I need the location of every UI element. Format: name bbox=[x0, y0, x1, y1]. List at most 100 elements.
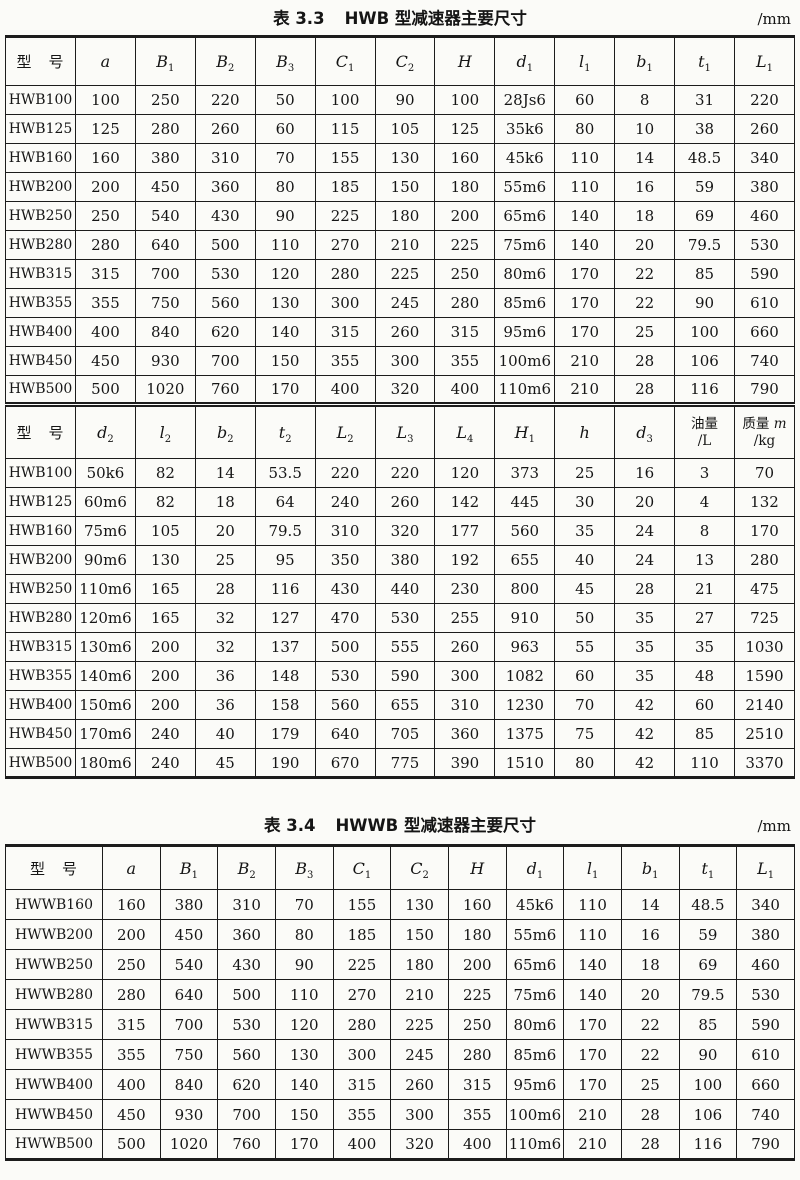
value-cell: 760 bbox=[217, 1129, 276, 1160]
value-cell: 45 bbox=[554, 574, 616, 604]
value-cell: 310 bbox=[314, 516, 376, 546]
value-cell: 20 bbox=[194, 516, 256, 546]
value-cell: 740 bbox=[733, 346, 796, 376]
model-cell: HWWB200 bbox=[5, 919, 103, 950]
value-cell: 90 bbox=[254, 201, 316, 231]
value-cell: 320 bbox=[374, 516, 436, 546]
table-row: HWB200 200 450 360 80 185 150 180 55m6 110 16 59 380 bbox=[5, 172, 796, 202]
value-cell: 1375 bbox=[494, 719, 556, 749]
value-cell: 225 bbox=[332, 949, 392, 980]
value-cell: 158 bbox=[254, 690, 316, 720]
value-cell: 13 bbox=[674, 545, 735, 575]
value-cell: 100 bbox=[314, 85, 376, 115]
value-cell: 130 bbox=[254, 288, 316, 318]
table-row: HWB280 280 640 500 110 270 210 225 75m6 140 20 79.5… bbox=[5, 230, 796, 260]
value-cell: 110 bbox=[563, 889, 622, 920]
column-header: H bbox=[447, 845, 507, 890]
model-cell: HWWB355 bbox=[5, 1039, 103, 1070]
value-cell: 179 bbox=[254, 719, 316, 749]
value-cell: 70 bbox=[733, 458, 796, 488]
value-cell: 200 bbox=[102, 919, 161, 950]
model-cell: HWB125 bbox=[5, 487, 76, 517]
table2-body: HWWB160 160 380 310 70 155 130 160 45k6 110 14 48.5… bbox=[5, 889, 795, 1160]
model-cell: HWB400 bbox=[5, 690, 76, 720]
value-cell: 460 bbox=[733, 201, 796, 231]
value-cell: 16 bbox=[614, 458, 676, 488]
value-cell: 210 bbox=[563, 1129, 622, 1160]
value-cell: 225 bbox=[434, 230, 496, 260]
value-cell: 80 bbox=[274, 919, 334, 950]
model-cell: HWB125 bbox=[5, 114, 76, 144]
value-cell: 18 bbox=[620, 949, 680, 980]
table1-caption-title: HWB 型减速器主要尺寸 bbox=[344, 9, 527, 28]
model-cell: HWB200 bbox=[5, 545, 76, 575]
value-cell: 530 bbox=[736, 979, 795, 1010]
value-cell: 100m6 bbox=[494, 346, 556, 376]
column-header: L4 bbox=[434, 402, 496, 459]
value-cell: 2140 bbox=[733, 690, 796, 720]
value-cell: 440 bbox=[374, 574, 436, 604]
column-header: t1 bbox=[678, 845, 738, 890]
value-cell: 80 bbox=[254, 172, 316, 202]
value-cell: 100 bbox=[434, 85, 496, 115]
value-cell: 840 bbox=[134, 317, 196, 347]
value-cell: 170 bbox=[274, 1129, 334, 1160]
table-row: HWB355 355 750 560 130 300 245 280 85m6 170 22 90 61… bbox=[5, 288, 796, 318]
value-cell: 32 bbox=[194, 603, 256, 633]
value-cell: 430 bbox=[314, 574, 376, 604]
value-cell: 250 bbox=[102, 949, 161, 980]
value-cell: 8 bbox=[614, 85, 676, 115]
value-cell: 75m6 bbox=[494, 230, 556, 260]
value-cell: 1020 bbox=[134, 375, 196, 405]
value-cell: 25 bbox=[554, 458, 616, 488]
value-cell: 260 bbox=[374, 317, 436, 347]
value-cell: 180 bbox=[447, 919, 507, 950]
value-cell: 75 bbox=[554, 719, 616, 749]
value-cell: 750 bbox=[134, 288, 196, 318]
value-cell: 28 bbox=[614, 574, 676, 604]
value-cell: 140 bbox=[554, 201, 616, 231]
value-cell: 225 bbox=[447, 979, 507, 1010]
value-cell: 110 bbox=[254, 230, 316, 260]
value-cell: 315 bbox=[332, 1069, 392, 1100]
value-cell: 185 bbox=[314, 172, 376, 202]
value-cell: 450 bbox=[159, 919, 219, 950]
model-cell: HWWB280 bbox=[5, 979, 103, 1010]
value-cell: 315 bbox=[314, 317, 376, 347]
value-cell: 38 bbox=[674, 114, 735, 144]
value-cell: 470 bbox=[314, 603, 376, 633]
value-cell: 22 bbox=[614, 288, 676, 318]
value-cell: 210 bbox=[554, 346, 616, 376]
column-header: 质量 m/kg bbox=[733, 402, 796, 459]
value-cell: 24 bbox=[614, 545, 676, 575]
column-header: L3 bbox=[374, 402, 436, 459]
column-header: d1 bbox=[505, 845, 565, 890]
value-cell: 170 bbox=[554, 288, 616, 318]
value-cell: 110 bbox=[554, 143, 616, 173]
column-header: d1 bbox=[494, 36, 556, 86]
column-header: 型 号 bbox=[5, 36, 76, 86]
table-row: HWB450 170m6 240 40 179 640 705 360 1375 75 42 85 25… bbox=[5, 719, 796, 749]
value-cell: 85 bbox=[674, 259, 735, 289]
value-cell: 315 bbox=[447, 1069, 507, 1100]
value-cell: 130m6 bbox=[75, 632, 136, 662]
table-row: HWWB250 250 540 430 90 225 180 200 65m6 140 18 69 46… bbox=[5, 949, 795, 980]
table-row: HWB500 500 1020 760 170 400 320 400 110m6 210 28 11… bbox=[5, 375, 796, 405]
value-cell: 35 bbox=[614, 632, 676, 662]
value-cell: 140 bbox=[554, 230, 616, 260]
value-cell: 400 bbox=[447, 1129, 507, 1160]
value-cell: 100 bbox=[678, 1069, 738, 1100]
value-cell: 35 bbox=[614, 603, 676, 633]
column-header: B3 bbox=[254, 36, 316, 86]
value-cell: 530 bbox=[374, 603, 436, 633]
value-cell: 500 bbox=[217, 979, 276, 1010]
column-header: C1 bbox=[332, 845, 392, 890]
value-cell: 750 bbox=[159, 1039, 219, 1070]
value-cell: 22 bbox=[620, 1039, 680, 1070]
table1-caption: 表 3.3 HWB 型减速器主要尺寸 /mm bbox=[5, 6, 795, 32]
value-cell: 640 bbox=[159, 979, 219, 1010]
value-cell: 28 bbox=[614, 375, 676, 405]
value-cell: 8 bbox=[674, 516, 735, 546]
value-cell: 450 bbox=[102, 1099, 161, 1130]
